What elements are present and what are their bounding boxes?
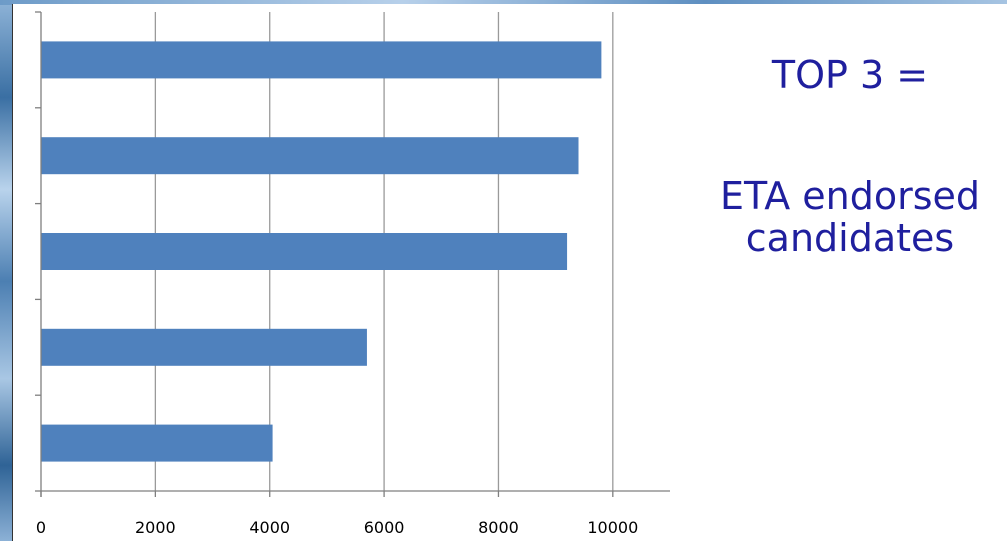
bar-0: [41, 41, 602, 79]
x-tick-label-4: 8000: [478, 518, 519, 537]
chart-panel: [12, 4, 1007, 541]
bar-1: [41, 137, 579, 175]
x-tick-label-2: 4000: [249, 518, 290, 537]
x-tick-label-0: 0: [36, 518, 46, 537]
annotation-line2: ETA endorsed: [719, 174, 981, 218]
bar-3: [41, 328, 367, 366]
annotation-eta: ETA endorsed candidates: [690, 174, 1007, 260]
bar-2: [41, 233, 568, 270]
x-tick-label-5: 10000: [587, 518, 638, 537]
x-tick-label-3: 6000: [364, 518, 405, 537]
x-tick-label-1: 2000: [135, 518, 176, 537]
annotation-line3: candidates: [745, 215, 955, 260]
background-top-strip: [0, 0, 1007, 5]
annotation-line1: TOP 3 =: [771, 53, 929, 97]
bar-4: [41, 424, 273, 462]
annotation-top3: TOP 3 =: [700, 53, 1000, 97]
